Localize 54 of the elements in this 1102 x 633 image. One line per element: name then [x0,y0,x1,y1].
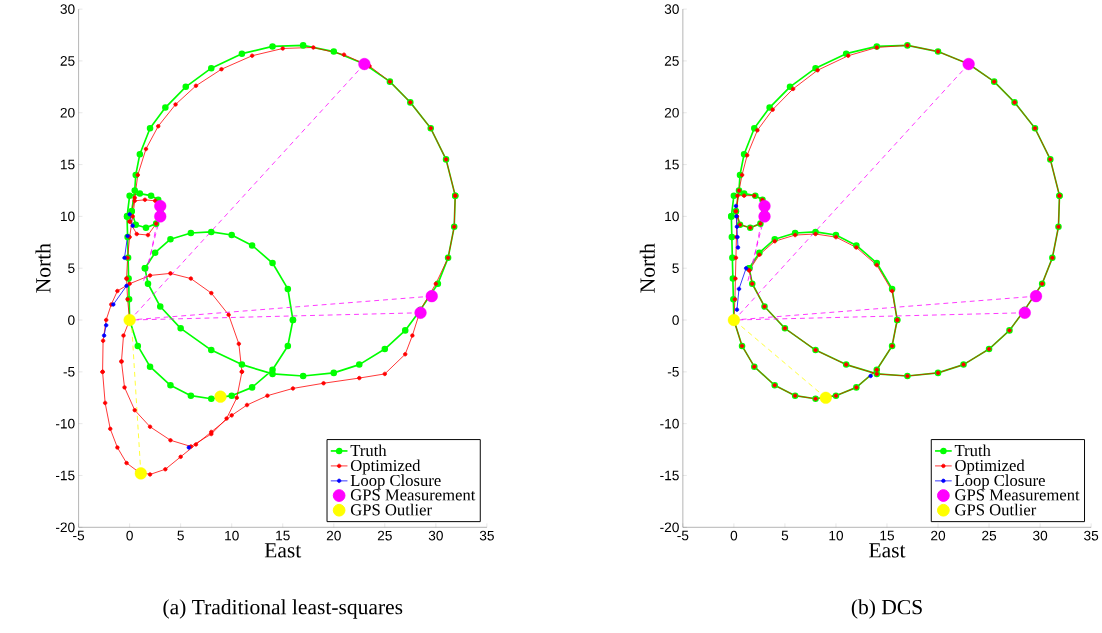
y-tick-label: 25 [60,56,75,66]
x-tick-label: 35 [479,530,494,541]
y-tick-label: -20 [55,522,75,533]
x-axis-title: East [264,543,302,558]
y-tick-label: 10 [665,211,679,222]
y-tick-label: 15 [665,159,679,170]
x-tick-label: 5 [177,530,184,541]
y-tick-label: 0 [68,315,75,325]
y-axis-title: North [639,243,655,293]
y-axis-title: North [35,243,51,293]
text: (a) Traditional least-squares [163,599,403,619]
y-tick-label: 30 [664,4,679,14]
y-tick-label: -5 [63,367,75,377]
x-tick-label: 25 [377,530,392,541]
legend-label: GPS Outlier [350,503,432,516]
legend-label: Truth [954,444,991,457]
x-tick-label: 25 [982,530,997,541]
x-tick-label: 30 [1033,530,1048,541]
x-tick-label: 0 [126,530,133,541]
y-tick-label: -5 [667,367,679,377]
legend-label: GPS Measurement [955,489,1080,501]
legend-label: Optimized [955,459,1025,475]
text: (b) DCS [851,599,922,619]
y-tick-label: -15 [660,470,679,481]
y-tick-label: 20 [60,107,75,118]
y-tick-label: -15 [55,470,75,481]
y-tick-label: 30 [60,4,75,14]
y-tick-label: -10 [55,418,75,429]
x-axis-title: East [869,543,906,558]
y-tick-label: 0 [672,315,679,325]
y-tick-label: 25 [664,56,679,66]
legend-label: Truth [350,444,387,457]
x-tick-label: 35 [1084,530,1099,541]
y-tick-label: 15 [60,159,75,170]
legend-label: GPS Outlier [955,503,1037,516]
x-tick-label: 20 [931,530,946,541]
x-tick-label: 10 [829,530,844,541]
x-tick-label: 10 [225,530,239,541]
x-tick-label: 15 [276,530,290,541]
y-tick-label: 10 [60,211,75,222]
y-tick-label: 20 [664,107,679,118]
x-tick-label: 0 [730,530,738,541]
x-tick-label: 15 [880,530,895,541]
legend-label: GPS Measurement [350,489,476,501]
legend-label: Loop Closure [955,474,1045,490]
x-tick-label: 30 [428,530,443,541]
y-tick-label: -10 [660,418,679,429]
y-tick-label: 5 [68,263,75,273]
legend-label: Loop Closure [350,474,441,490]
x-tick-label: 5 [781,530,789,541]
y-tick-label: -20 [660,522,679,533]
y-tick-label: 5 [672,263,679,273]
x-tick-label: 20 [326,530,341,541]
legend-label: Optimized [350,459,421,475]
